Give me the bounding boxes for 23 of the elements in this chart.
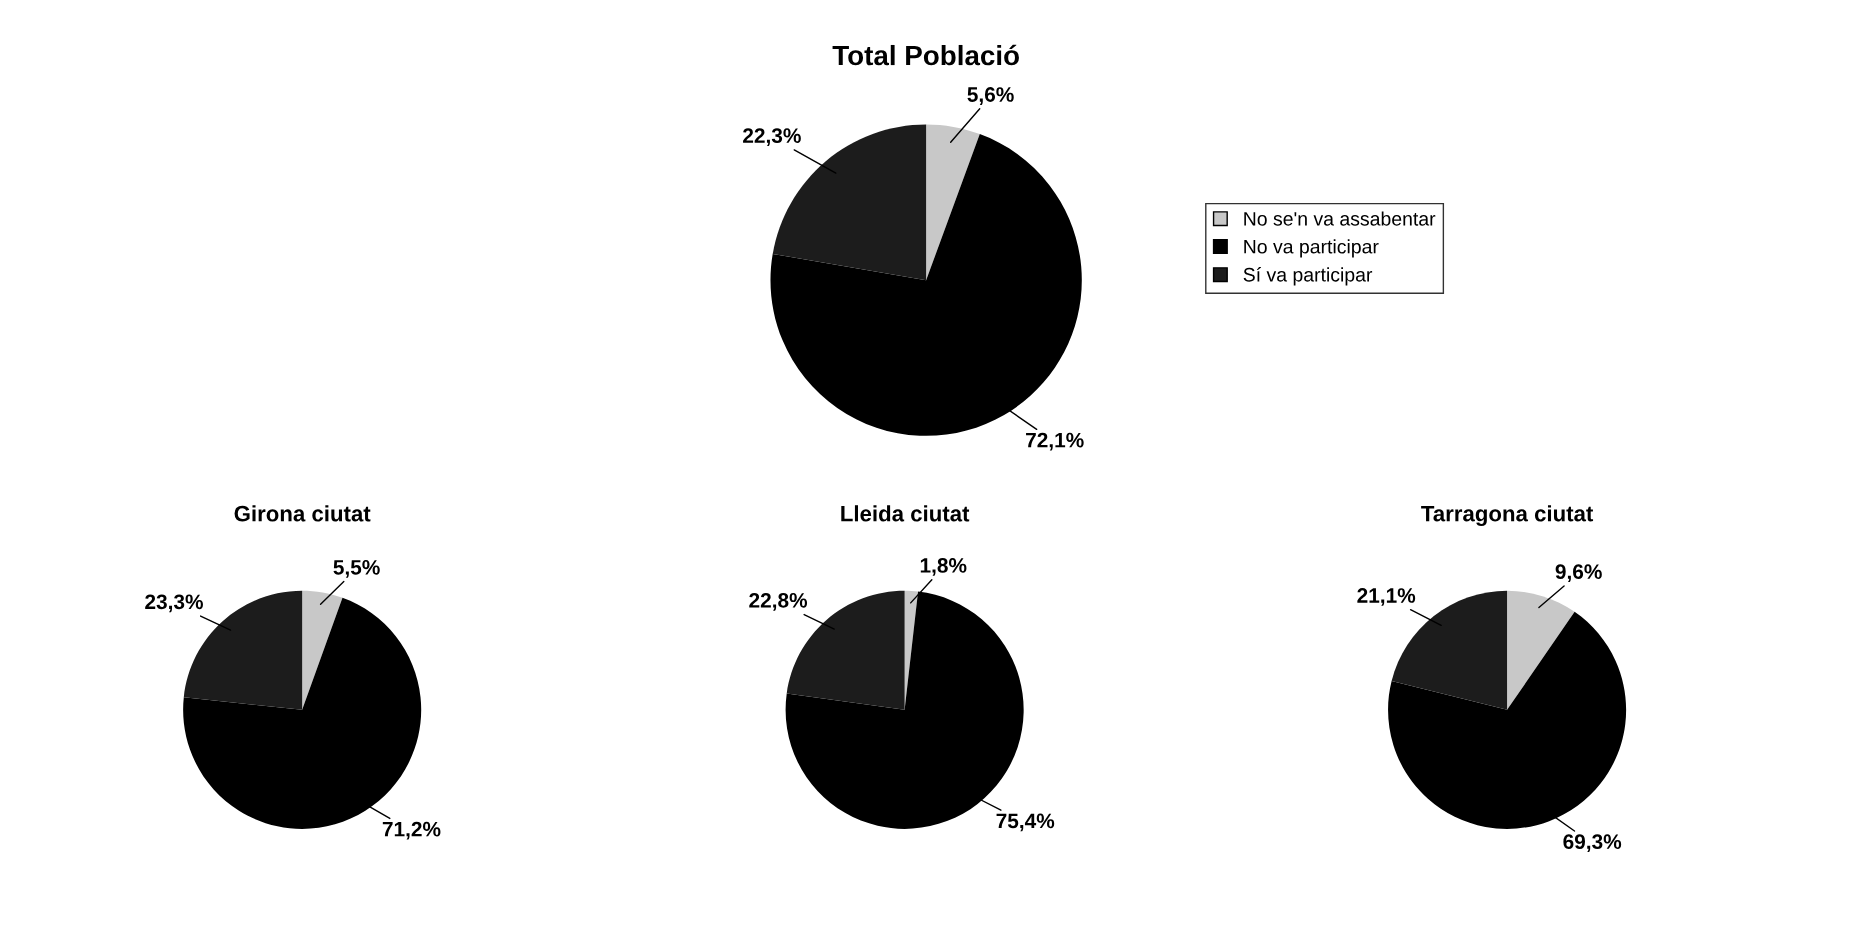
data-label: 71,2% — [382, 821, 441, 840]
pie-slice — [1507, 590, 1575, 710]
legend-label: Sí va participar — [1243, 267, 1373, 286]
chart-title: Lleida ciutat — [841, 505, 970, 522]
data-label: 22,3% — [743, 128, 801, 147]
pie-slice — [1388, 611, 1627, 829]
data-label: 5,5% — [333, 560, 380, 578]
data-label: 9,6% — [1555, 564, 1602, 583]
data-label: 22,8% — [749, 592, 808, 611]
data-label: 5,6% — [967, 87, 1014, 105]
chart-title: Tarragona ciutat — [1421, 505, 1594, 526]
pie-slice — [302, 590, 343, 710]
data-label: 72,1% — [1026, 432, 1084, 451]
legend-label: No va participar — [1244, 239, 1379, 258]
data-label: 21,1% — [1357, 588, 1416, 606]
data-label: 75,4% — [996, 813, 1055, 832]
chart-title: Girona ciutat — [234, 505, 371, 522]
data-label: 1,8% — [920, 558, 967, 576]
legend-label: No se'n va assabentar — [1244, 211, 1436, 226]
chart-title: Total Població — [832, 44, 1019, 66]
data-label: 69,3% — [1563, 834, 1622, 853]
data-label: 23,3% — [145, 594, 203, 613]
pie-slice — [926, 124, 980, 281]
